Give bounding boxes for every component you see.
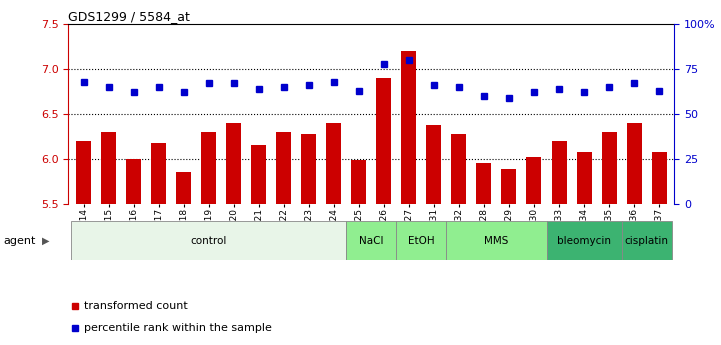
FancyBboxPatch shape	[622, 221, 672, 260]
Bar	[526, 157, 541, 204]
Bar	[301, 134, 317, 204]
Text: transformed count: transformed count	[84, 302, 187, 311]
Bar	[126, 159, 141, 204]
Bar	[402, 51, 416, 204]
Bar	[501, 169, 516, 204]
Text: percentile rank within the sample: percentile rank within the sample	[84, 324, 272, 333]
Bar	[601, 132, 616, 204]
Bar	[201, 132, 216, 204]
Text: agent: agent	[4, 236, 36, 246]
Text: bleomycin: bleomycin	[557, 236, 611, 246]
Bar	[101, 132, 116, 204]
Bar	[276, 132, 291, 204]
Bar	[151, 144, 166, 204]
Bar	[376, 78, 392, 204]
Bar	[577, 151, 591, 204]
Text: GDS1299 / 5584_at: GDS1299 / 5584_at	[68, 10, 190, 23]
Text: cisplatin: cisplatin	[624, 236, 668, 246]
FancyBboxPatch shape	[346, 221, 397, 260]
Bar	[652, 151, 667, 204]
Text: ▶: ▶	[42, 236, 49, 246]
Bar	[176, 172, 191, 204]
Text: EtOH: EtOH	[408, 236, 435, 246]
FancyBboxPatch shape	[71, 221, 346, 260]
FancyBboxPatch shape	[446, 221, 547, 260]
Bar	[627, 123, 642, 204]
Text: MMS: MMS	[485, 236, 508, 246]
Text: NaCl: NaCl	[359, 236, 384, 246]
Bar	[426, 125, 441, 204]
Bar	[552, 141, 567, 204]
Bar	[226, 123, 242, 204]
Bar	[477, 163, 492, 204]
Bar	[251, 145, 266, 204]
Bar	[76, 141, 91, 204]
Bar	[351, 160, 366, 204]
FancyBboxPatch shape	[397, 221, 446, 260]
Bar	[327, 123, 341, 204]
FancyBboxPatch shape	[547, 221, 622, 260]
Bar	[451, 134, 466, 204]
Text: control: control	[190, 236, 227, 246]
